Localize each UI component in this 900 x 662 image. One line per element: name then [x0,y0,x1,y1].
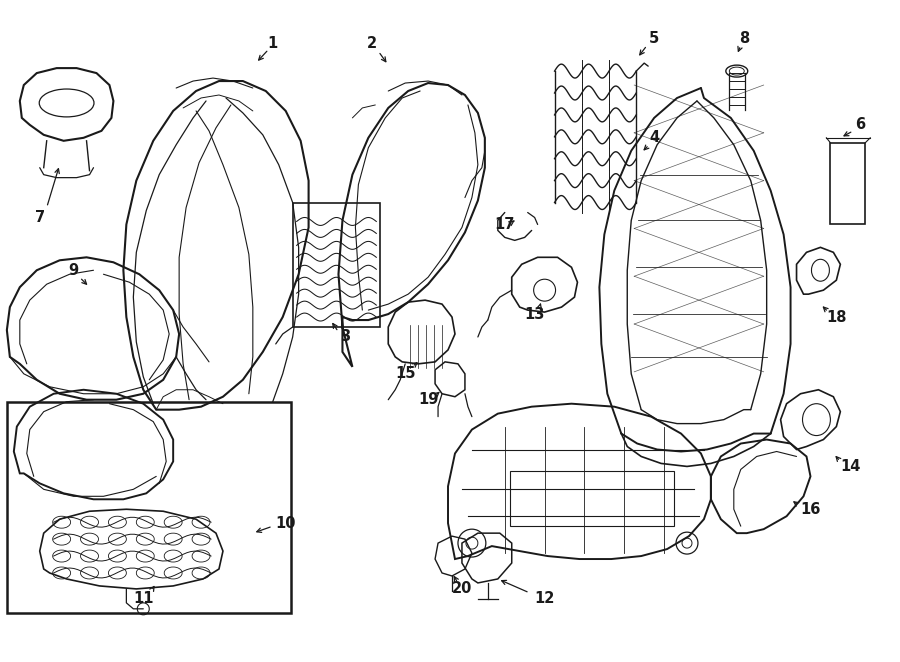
Text: 12: 12 [535,591,554,606]
Text: 6: 6 [855,117,865,132]
Text: 7: 7 [35,210,45,225]
Bar [831,143,865,224]
Text: 13: 13 [525,307,544,322]
Bar [7,402,291,613]
Text: 15: 15 [395,366,416,381]
Text: 10: 10 [275,516,296,531]
Text: 14: 14 [840,459,860,474]
Text: 3: 3 [340,330,350,344]
Text: 19: 19 [418,392,438,407]
Bar [292,203,381,327]
Text: 5: 5 [649,30,660,46]
Text: 1: 1 [267,36,278,51]
Text: 18: 18 [826,310,847,324]
Text: 11: 11 [133,591,154,606]
Text: 4: 4 [649,130,659,146]
Text: 8: 8 [739,30,749,46]
Text: 20: 20 [452,581,472,596]
Text: 17: 17 [495,217,515,232]
Bar [509,471,674,526]
Text: 9: 9 [68,263,78,278]
Text: 2: 2 [367,36,377,51]
Text: 16: 16 [800,502,821,517]
